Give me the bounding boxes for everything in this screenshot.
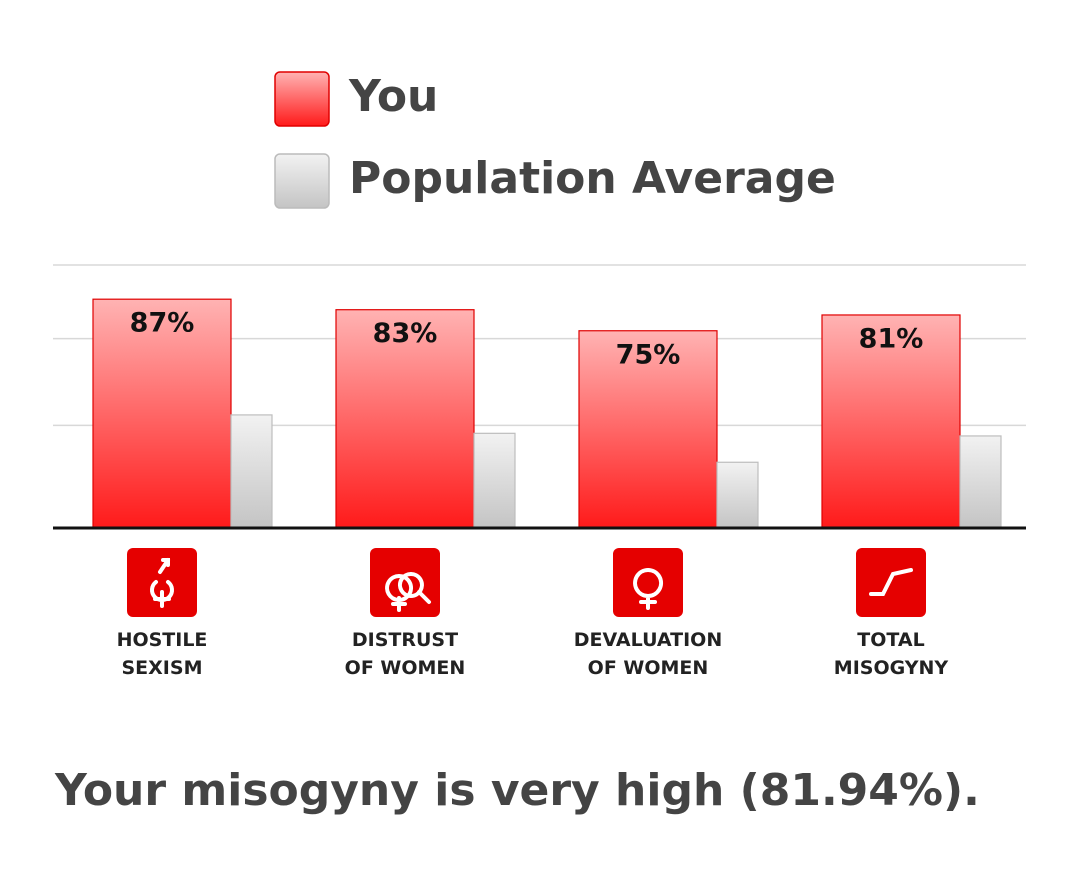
legend-label: Population Average: [349, 153, 836, 204]
legend-swatch: [274, 153, 330, 209]
average-bar: [716, 461, 759, 529]
result-text: Your misogyny is very high (81.94%).: [54, 765, 980, 816]
category-label: DISTRUST OF WOMEN: [345, 629, 466, 679]
legend-swatch: [274, 71, 330, 127]
you-bar: [335, 309, 475, 529]
category-icon: [370, 548, 440, 617]
category-label: DEVALUATION OF WOMEN: [574, 629, 722, 679]
category-icon: [856, 548, 926, 617]
bars: 87% 83% 75% 81%: [92, 298, 1002, 529]
icon-glyph: [869, 568, 913, 596]
icon-glyph: [633, 568, 664, 610]
category-label: HOSTILE SEXISM: [117, 629, 208, 679]
legend-label: You: [348, 71, 438, 122]
you-bar: [821, 314, 961, 529]
value-label: 75%: [616, 339, 681, 370]
value-label: 83%: [373, 318, 438, 349]
you-bar: [92, 298, 232, 529]
category-label: TOTAL MISOGYNY: [834, 629, 949, 679]
icons: HOSTILE SEXISM DISTRUST OF WOMEN DEVALUATION…: [117, 548, 949, 679]
icon-glyph: [150, 558, 174, 608]
average-bar: [230, 414, 273, 529]
average-bar: [473, 432, 516, 529]
legend: You Population Average: [274, 71, 836, 209]
value-label: 87%: [130, 308, 195, 339]
average-bar: [959, 435, 1002, 529]
you-bar: [578, 330, 718, 529]
value-label: 81%: [859, 323, 924, 354]
icon-glyph: [385, 572, 431, 612]
category-icon: [127, 548, 197, 617]
category-icon: [613, 548, 683, 617]
